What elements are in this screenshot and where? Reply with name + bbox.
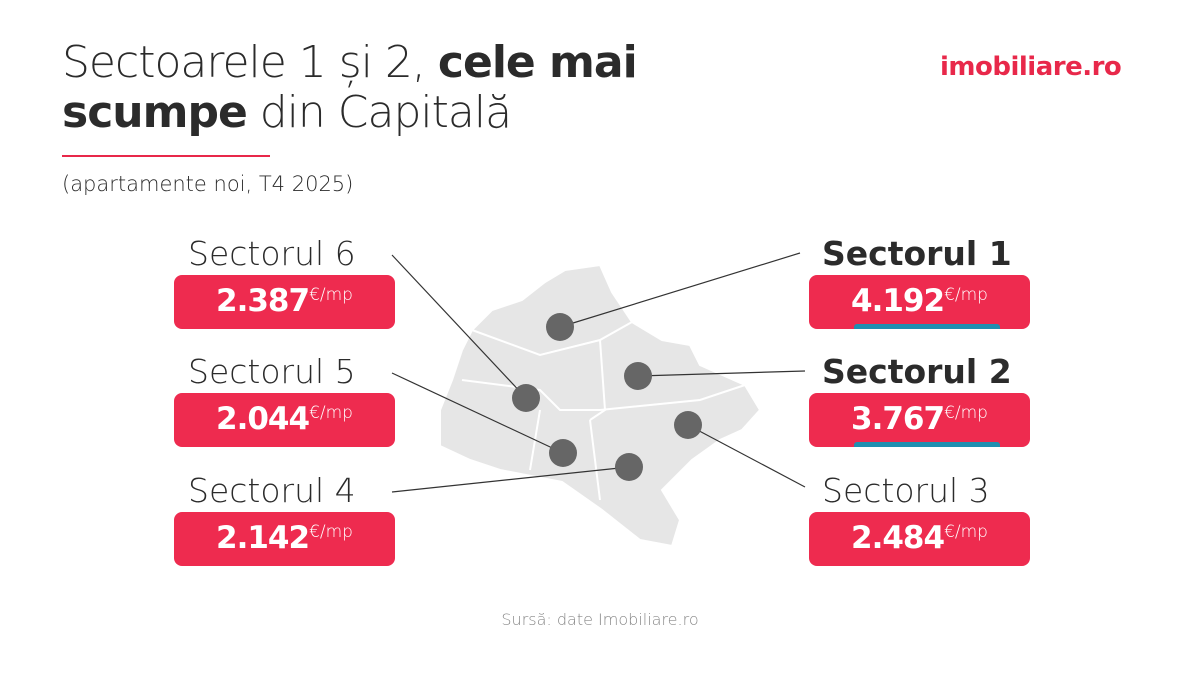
title-part: din Capitală: [246, 87, 512, 138]
sector-4-label: Sectorul 4: [188, 471, 356, 510]
source-note: Sursă: date Imobiliare.ro: [501, 610, 699, 629]
map-outline: [439, 263, 762, 548]
price-unit: €/mp: [309, 522, 353, 542]
sector-1-price: 4.192 €/mp: [809, 275, 1030, 329]
sector-1-label: Sectorul 1: [822, 234, 1012, 273]
title-part: Sectoarele 1 și 2,: [62, 37, 438, 88]
sector-5-price: 2.044 €/mp: [174, 393, 395, 447]
price-value: 2.044: [216, 401, 310, 437]
sector-2-label: Sectorul 2: [822, 352, 1012, 391]
page-title: Sectoarele 1 și 2, cele mai scumpe din Ca…: [62, 38, 762, 138]
title-bold: scumpe: [62, 87, 248, 138]
sector-6-price: 2.387 €/mp: [174, 275, 395, 329]
subtitle: (apartamente noi, T4 2025): [62, 172, 354, 196]
price-unit: €/mp: [309, 285, 353, 305]
sector-5-dot: [549, 439, 577, 467]
leader-lines: [391, 252, 806, 493]
sector-4-price: 2.142 €/mp: [174, 512, 395, 566]
sector-4-dot: [615, 453, 643, 481]
price-value: 2.387: [216, 283, 310, 319]
sector-2-price: 3.767 €/mp: [809, 393, 1030, 447]
price-unit: €/mp: [944, 285, 988, 305]
price-unit: €/mp: [309, 403, 353, 423]
price-unit: €/mp: [944, 403, 988, 423]
sector-3-label: Sectorul 3: [822, 471, 990, 510]
sector-3-price: 2.484 €/mp: [809, 512, 1030, 566]
logo: imobiliare.ro: [940, 52, 1122, 82]
sector-3-dot: [674, 411, 702, 439]
title-underline: [62, 155, 270, 157]
price-value: 2.142: [216, 520, 310, 556]
highlight-bar: [854, 442, 1000, 447]
sector-1-dot: [546, 313, 574, 341]
price-value: 2.484: [851, 520, 945, 556]
price-unit: €/mp: [944, 522, 988, 542]
highlight-bar: [854, 324, 1000, 329]
sector-6-label: Sectorul 6: [188, 234, 356, 273]
price-value: 3.767: [851, 401, 945, 437]
sector-5-label: Sectorul 5: [188, 352, 356, 391]
sector-2-dot: [624, 362, 652, 390]
price-value: 4.192: [851, 283, 945, 319]
title-bold: cele mai: [437, 37, 638, 88]
sector-6-dot: [512, 384, 540, 412]
